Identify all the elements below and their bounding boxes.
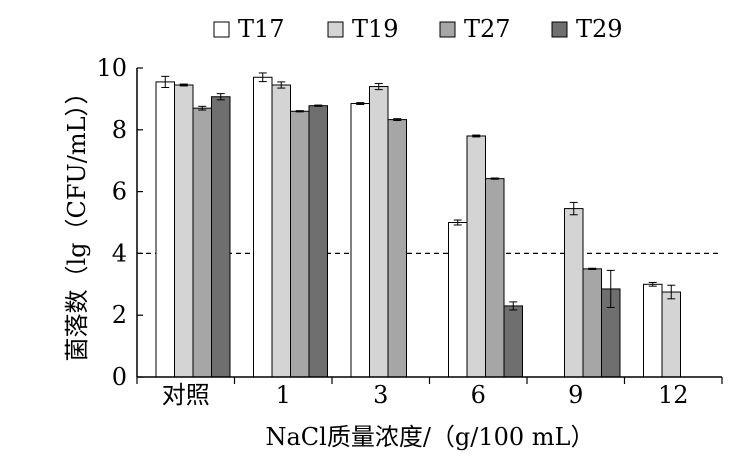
y-tick-label: 2 [112, 301, 127, 329]
bar-t27-2 [387, 119, 407, 378]
bar-t17-0 [155, 81, 175, 378]
x-tick-label: 9 [568, 381, 583, 409]
legend-label: T29 [576, 15, 623, 43]
error-bar-t29-1 [314, 104, 323, 107]
error-bar-t29-3 [509, 301, 518, 311]
legend-label: T17 [238, 15, 285, 43]
x-tick-label: 12 [658, 381, 689, 409]
y-tick-label: 6 [112, 178, 127, 206]
x-axis-label: NaCl质量浓度/（g/100 mL） [265, 423, 594, 451]
error-bar-t19-2 [374, 82, 383, 91]
error-bar-t19-1 [277, 81, 286, 89]
bar-t19-1 [271, 84, 291, 378]
error-bar-t27-2 [393, 118, 402, 122]
legend-label: T27 [464, 15, 511, 43]
error-bar-t27-4 [588, 267, 597, 270]
error-bar-t29-0 [216, 93, 225, 101]
x-tick-label: 3 [373, 381, 388, 409]
axes: 0 2 4 6 8 10 对照 1 3 6 9 12 [96, 54, 723, 409]
legend-item-t29: T29 [551, 15, 623, 43]
error-bar-t19-4 [569, 201, 578, 216]
bar-t29-3 [503, 305, 523, 378]
bar-t29-0 [211, 96, 231, 378]
bar-t27-3 [485, 178, 505, 378]
bar-t19-5 [661, 291, 681, 378]
error-bar-t29-4 [606, 269, 615, 308]
x-tick-label: 6 [471, 381, 486, 409]
legend-item-t17: T17 [213, 15, 285, 43]
bar-t19-0 [174, 84, 194, 378]
error-bar-t27-0 [198, 105, 207, 111]
bar-t17-1 [253, 76, 273, 378]
bar-t27-4 [582, 268, 602, 378]
y-tick-label: 0 [112, 363, 127, 391]
error-bar-t17-1 [258, 72, 267, 83]
bar-t17-5 [643, 283, 663, 378]
error-bar-t27-1 [295, 110, 304, 113]
error-bar-t17-3 [453, 219, 462, 226]
bar-t19-2 [369, 86, 389, 378]
legend-swatch [439, 21, 456, 38]
bar-t17-2 [350, 103, 370, 378]
plot-area [137, 72, 722, 378]
error-bar-t19-5 [667, 284, 676, 300]
y-tick-label: 4 [112, 239, 127, 267]
x-tick-label: 对照 [162, 381, 210, 409]
bar-t29-1 [308, 105, 328, 378]
error-bar-t17-2 [356, 102, 365, 105]
y-axis-label: 菌落数（lg（CFU/mL）） [63, 80, 91, 361]
bar-t19-4 [564, 208, 584, 378]
legend-swatch [327, 21, 344, 38]
legend-label: T19 [352, 15, 399, 43]
legend-swatch [213, 21, 230, 38]
y-tick-label: 8 [112, 116, 127, 144]
x-tick-label: 1 [276, 381, 291, 409]
error-bar-t19-3 [472, 134, 481, 138]
error-bar-t19-0 [179, 83, 188, 87]
error-bar-t27-3 [490, 177, 499, 180]
legend-item-t27: T27 [439, 15, 511, 43]
legend-item-t19: T19 [327, 15, 399, 43]
bar-t27-1 [290, 110, 310, 378]
bar-t17-3 [448, 222, 468, 378]
bar-t19-3 [466, 135, 486, 378]
error-bar-t17-5 [648, 281, 657, 287]
bar-t27-0 [192, 107, 212, 378]
legend-swatch [551, 21, 568, 38]
y-tick-label: 10 [96, 54, 127, 82]
legend: T17 T19 T27 T29 [213, 15, 623, 43]
error-bar-t17-0 [161, 75, 170, 88]
